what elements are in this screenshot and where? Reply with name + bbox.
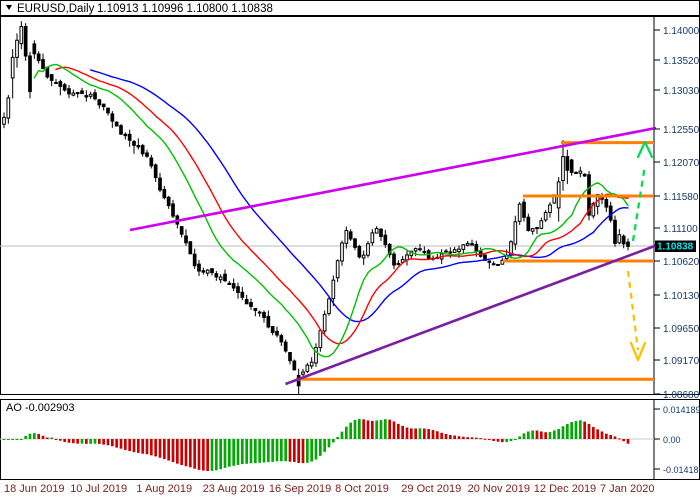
- svg-text:1.14000: 1.14000: [663, 26, 700, 37]
- svg-text:-0.014188: -0.014188: [663, 465, 700, 475]
- svg-text:29 Oct 2019: 29 Oct 2019: [401, 483, 461, 495]
- svg-text:16 Sep 2019: 16 Sep 2019: [269, 483, 331, 495]
- svg-text:8 Oct 2019: 8 Oct 2019: [335, 483, 389, 495]
- svg-text:7 Jan 2020: 7 Jan 2020: [600, 483, 654, 495]
- svg-text:0.00: 0.00: [663, 435, 681, 445]
- svg-text:1.12070: 1.12070: [663, 158, 700, 169]
- svg-text:1.11580: 1.11580: [663, 192, 699, 203]
- svg-text:1.13030: 1.13030: [663, 86, 700, 97]
- svg-text:1.09650: 1.09650: [663, 324, 700, 335]
- svg-text:1.10838: 1.10838: [657, 241, 694, 252]
- svg-text:1.11100: 1.11100: [663, 224, 698, 235]
- svg-text:20 Nov 2019: 20 Nov 2019: [468, 483, 530, 495]
- svg-text:EURUSD,Daily: EURUSD,Daily: [17, 3, 95, 15]
- svg-text:1.09170: 1.09170: [663, 356, 700, 367]
- svg-text:23 Aug 2019: 23 Aug 2019: [203, 483, 265, 495]
- svg-text:1 Aug 2019: 1 Aug 2019: [136, 483, 192, 495]
- svg-text:1.13520: 1.13520: [663, 56, 700, 67]
- svg-text:0.014189: 0.014189: [663, 405, 700, 415]
- svg-text:18 Jun 2019: 18 Jun 2019: [4, 483, 65, 495]
- svg-text:1.10913 1.10996 1.10800 1.1083: 1.10913 1.10996 1.10800 1.10838: [97, 3, 273, 15]
- svg-text:12 Dec 2019: 12 Dec 2019: [534, 483, 596, 495]
- svg-text:10 Jul 2019: 10 Jul 2019: [70, 483, 127, 495]
- svg-text:1.12550: 1.12550: [663, 125, 700, 136]
- svg-text:1.10620: 1.10620: [663, 257, 700, 268]
- svg-text:AO -0.002903: AO -0.002903: [6, 402, 75, 414]
- svg-text:1.10130: 1.10130: [663, 291, 700, 302]
